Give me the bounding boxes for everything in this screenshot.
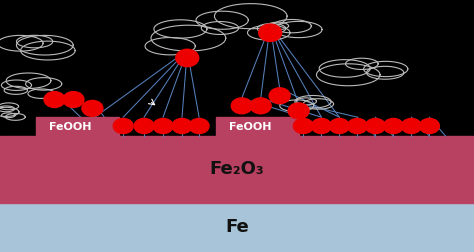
Ellipse shape: [293, 118, 313, 134]
Ellipse shape: [259, 24, 282, 41]
Ellipse shape: [329, 118, 349, 134]
Bar: [0, 203, 474, 252]
Ellipse shape: [347, 118, 367, 134]
Ellipse shape: [63, 92, 84, 107]
Ellipse shape: [189, 118, 209, 134]
Ellipse shape: [288, 103, 309, 119]
Ellipse shape: [419, 118, 439, 134]
Ellipse shape: [153, 118, 173, 134]
Ellipse shape: [176, 49, 199, 67]
Ellipse shape: [250, 98, 271, 114]
Bar: [216, 117, 299, 136]
Ellipse shape: [231, 98, 252, 114]
Text: FeOOH: FeOOH: [229, 122, 272, 132]
Ellipse shape: [365, 118, 385, 134]
Ellipse shape: [82, 101, 103, 116]
Ellipse shape: [311, 118, 331, 134]
Text: FeOOH: FeOOH: [49, 122, 91, 132]
Ellipse shape: [383, 118, 403, 134]
Ellipse shape: [269, 88, 290, 104]
Ellipse shape: [113, 118, 133, 134]
Ellipse shape: [172, 118, 192, 134]
Ellipse shape: [401, 118, 421, 134]
Text: Fe: Fe: [225, 218, 249, 236]
Text: Fe₂O₃: Fe₂O₃: [210, 161, 264, 178]
Ellipse shape: [44, 92, 65, 107]
Bar: [0, 136, 474, 203]
Ellipse shape: [134, 118, 154, 134]
Bar: [36, 117, 118, 136]
